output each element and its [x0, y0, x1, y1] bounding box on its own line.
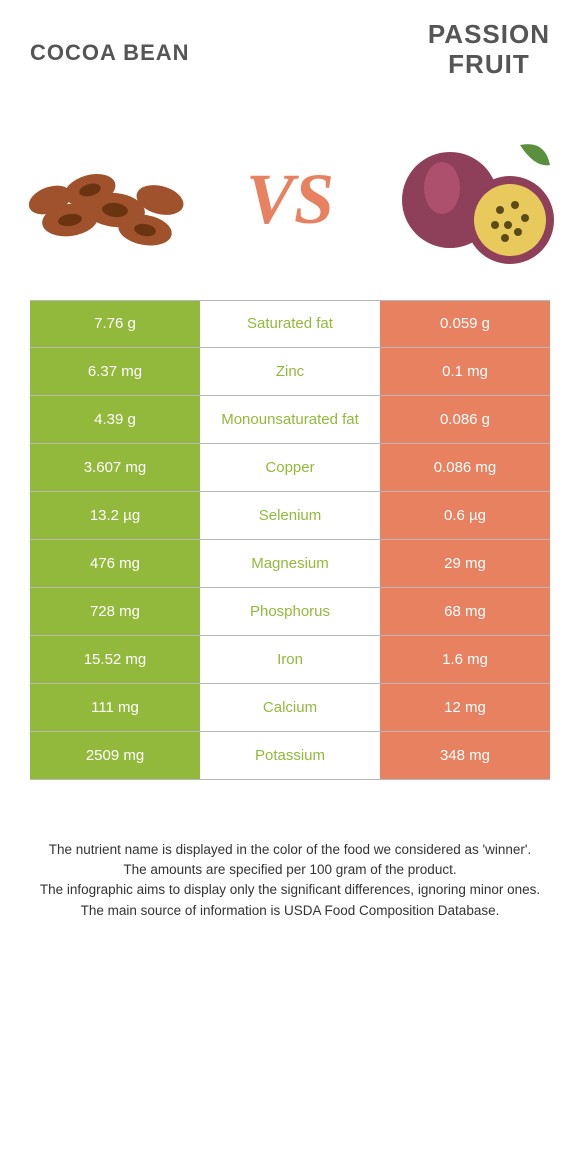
nutrient-name: Calcium [200, 684, 380, 731]
table-row: 3.607 mgCopper0.086 mg [30, 444, 550, 492]
footer-line: The amounts are specified per 100 gram o… [30, 860, 550, 880]
nutrient-name: Phosphorus [200, 588, 380, 635]
table-row: 111 mgCalcium12 mg [30, 684, 550, 732]
nutrient-name: Zinc [200, 348, 380, 395]
table-row: 728 mgPhosphorus68 mg [30, 588, 550, 636]
nutrient-table: 7.76 gSaturated fat0.059 g6.37 mgZinc0.1… [30, 300, 550, 780]
right-value: 29 mg [380, 540, 550, 587]
left-value: 111 mg [30, 684, 200, 731]
left-value: 7.76 g [30, 301, 200, 347]
title-right: PASSION FRUIT [428, 20, 550, 80]
right-value: 0.059 g [380, 301, 550, 347]
right-value: 1.6 mg [380, 636, 550, 683]
right-value: 0.6 µg [380, 492, 550, 539]
passion-fruit-icon [390, 130, 560, 270]
nutrient-name: Selenium [200, 492, 380, 539]
table-row: 15.52 mgIron1.6 mg [30, 636, 550, 684]
images-row: VS [0, 120, 580, 300]
nutrient-name: Magnesium [200, 540, 380, 587]
footer-line: The main source of information is USDA F… [30, 901, 550, 921]
nutrient-name: Saturated fat [200, 301, 380, 347]
left-value: 2509 mg [30, 732, 200, 779]
footer-line: The infographic aims to display only the… [30, 880, 550, 900]
header: COCOA BEAN PASSION FRUIT [0, 0, 580, 90]
left-value: 4.39 g [30, 396, 200, 443]
right-value: 12 mg [380, 684, 550, 731]
left-value: 13.2 µg [30, 492, 200, 539]
left-value: 3.607 mg [30, 444, 200, 491]
table-row: 7.76 gSaturated fat0.059 g [30, 300, 550, 348]
footer-notes: The nutrient name is displayed in the co… [30, 840, 550, 921]
table-row: 2509 mgPotassium348 mg [30, 732, 550, 780]
title-left: COCOA BEAN [30, 40, 190, 66]
nutrient-name: Monounsaturated fat [200, 396, 380, 443]
nutrient-name: Copper [200, 444, 380, 491]
cocoa-bean-icon [20, 130, 190, 270]
nutrient-name: Potassium [200, 732, 380, 779]
left-value: 728 mg [30, 588, 200, 635]
table-row: 13.2 µgSelenium0.6 µg [30, 492, 550, 540]
left-value: 15.52 mg [30, 636, 200, 683]
vs-label: VS [246, 158, 334, 241]
right-value: 348 mg [380, 732, 550, 779]
left-value: 6.37 mg [30, 348, 200, 395]
right-value: 0.086 g [380, 396, 550, 443]
nutrient-name: Iron [200, 636, 380, 683]
right-value: 68 mg [380, 588, 550, 635]
table-row: 476 mgMagnesium29 mg [30, 540, 550, 588]
footer-line: The nutrient name is displayed in the co… [30, 840, 550, 860]
right-value: 0.1 mg [380, 348, 550, 395]
table-row: 4.39 gMonounsaturated fat0.086 g [30, 396, 550, 444]
table-row: 6.37 mgZinc0.1 mg [30, 348, 550, 396]
right-value: 0.086 mg [380, 444, 550, 491]
left-value: 476 mg [30, 540, 200, 587]
